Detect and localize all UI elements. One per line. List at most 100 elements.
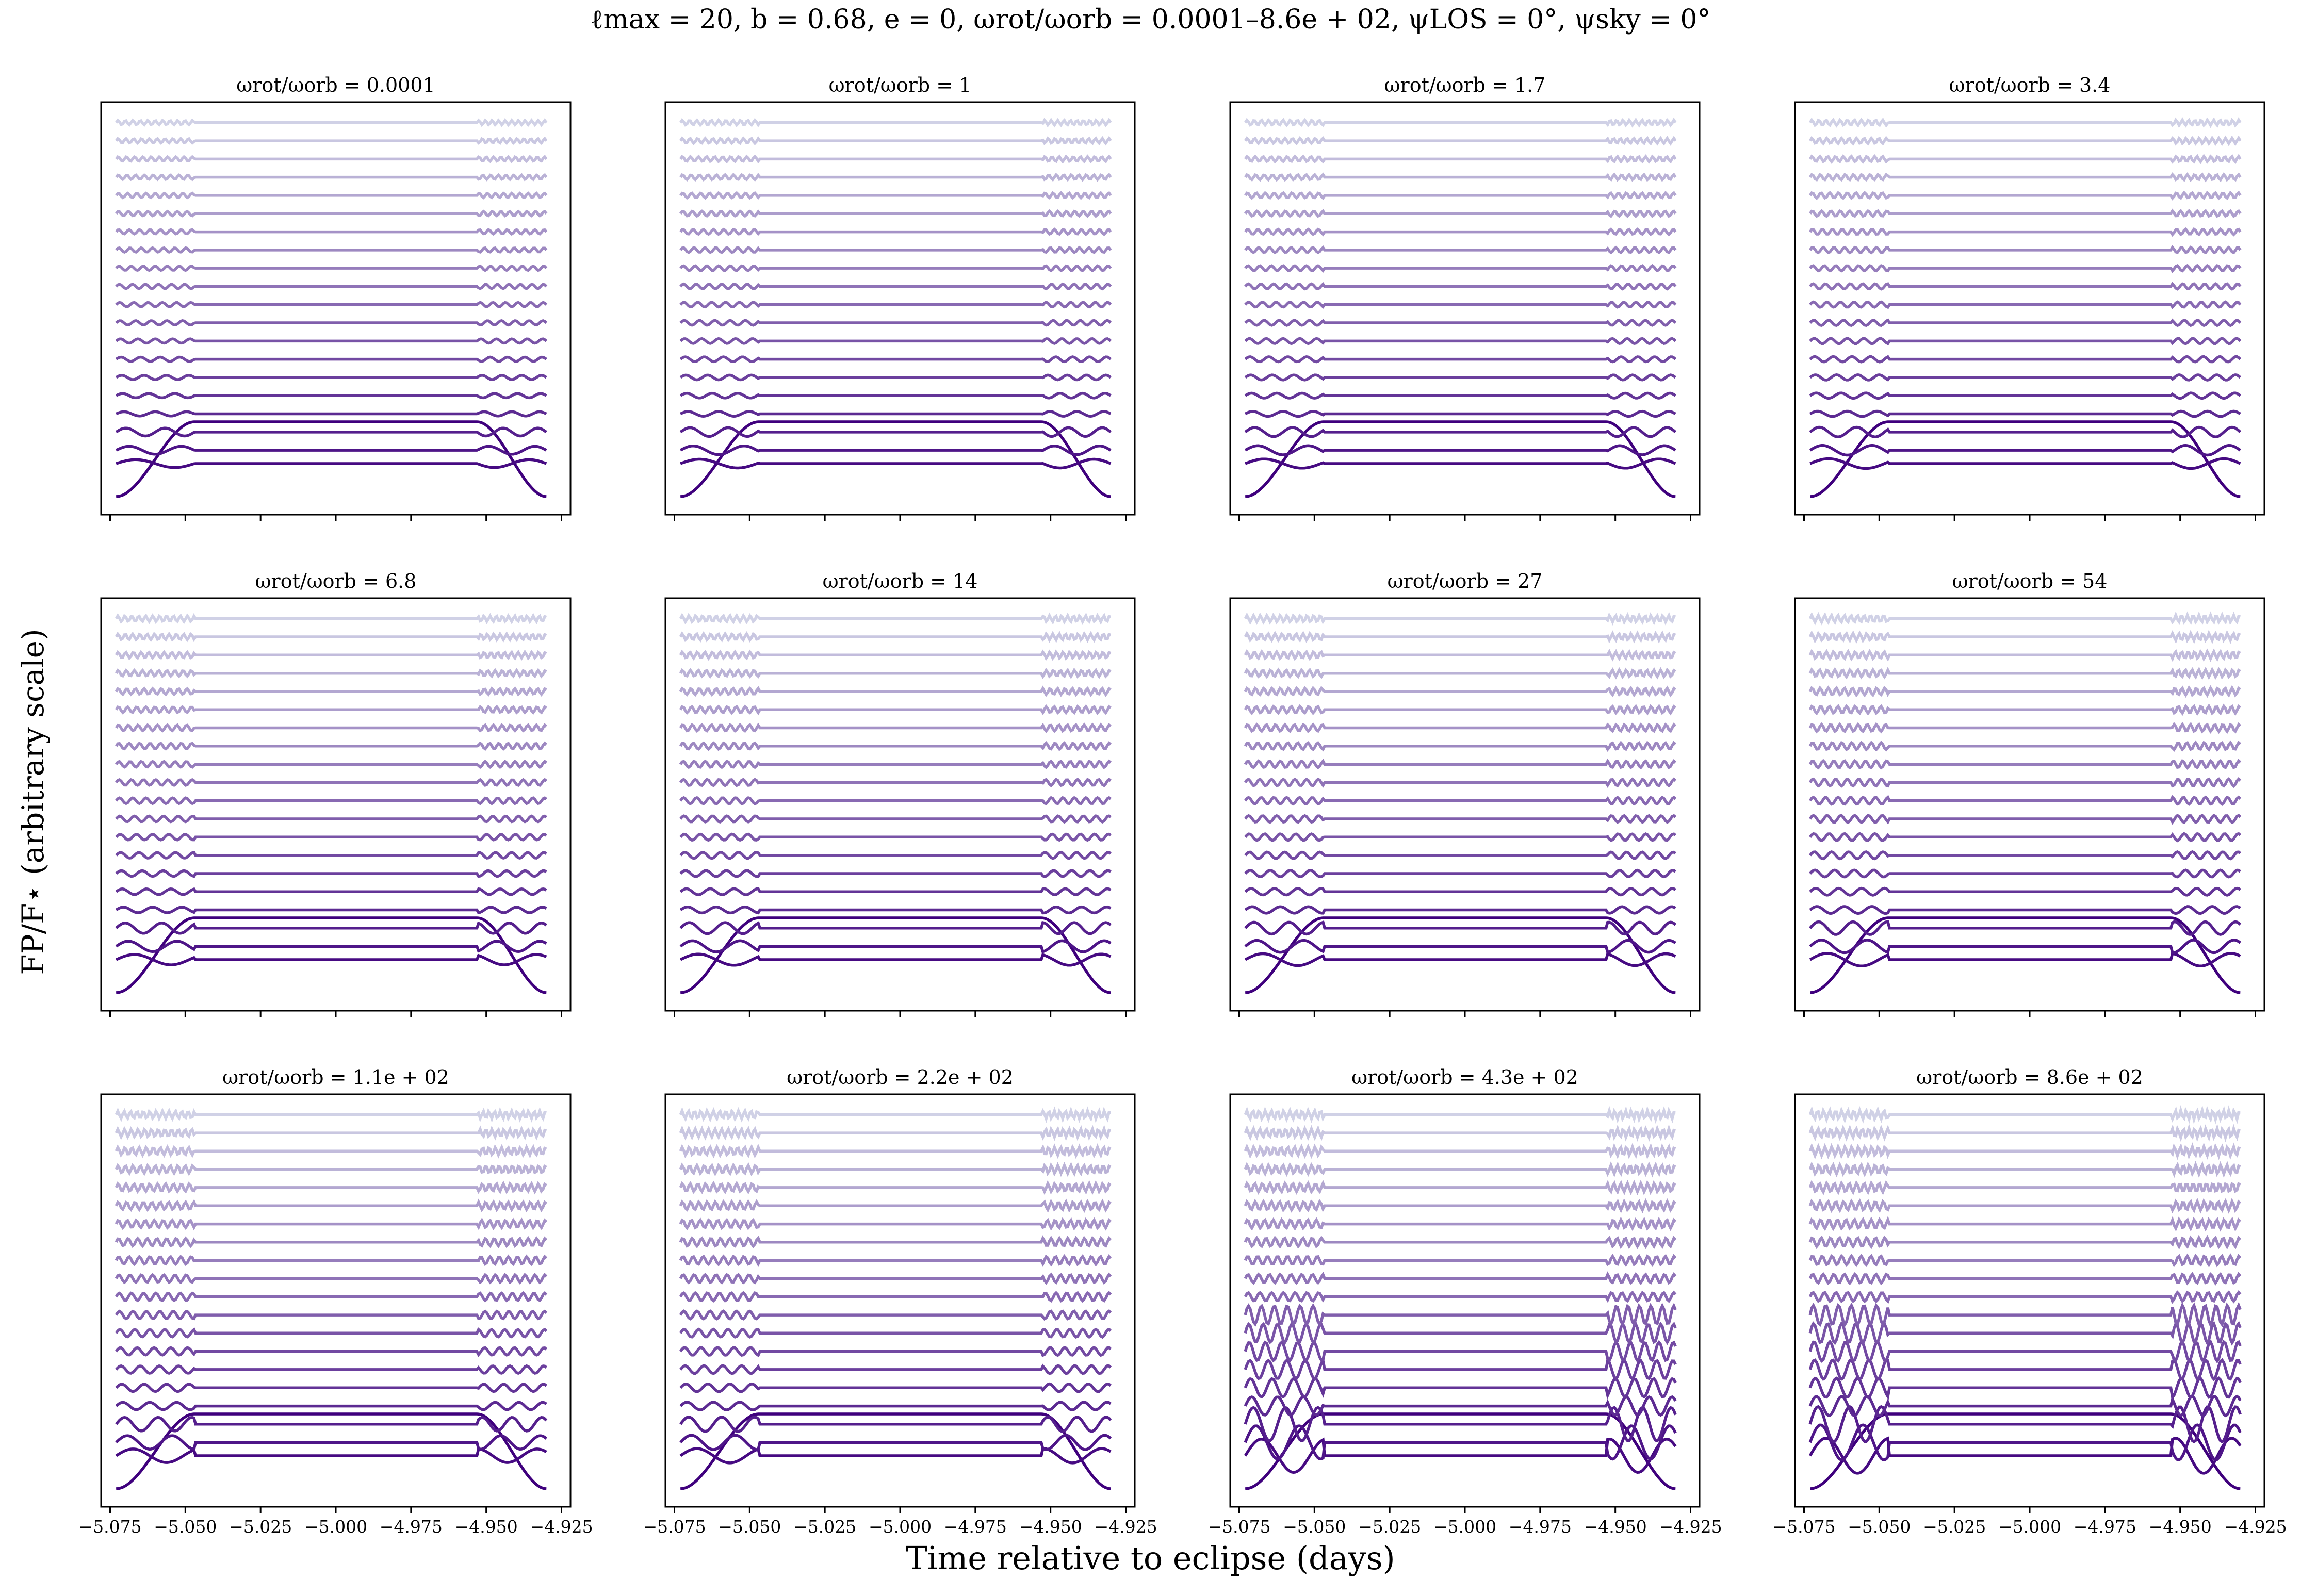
series-line-l16 [1808,1180,2241,1195]
series-line-l15 [1244,209,1677,219]
x-tick-label: −5.025 [1923,1517,1986,1537]
series-line-l13 [115,1236,548,1248]
series-line-l10 [679,1291,1112,1303]
panel-title: ωrot/ωorb = 8.6e + 02 [1916,1066,2143,1089]
series-line-l7 [1244,850,1676,860]
series-line-l17 [1244,172,1677,182]
series-line-l16 [1244,685,1676,698]
series-line-l5 [115,392,547,400]
series-line-l8 [1809,832,2242,843]
series-line-l12 [679,1254,1112,1268]
x-tick-label: −4.950 [1584,1517,1647,1537]
series-line-l18 [1808,1142,2241,1160]
series-line-l19 [115,136,548,145]
series-line-l7 [1809,850,2242,861]
series-line-l14 [115,723,547,733]
series-line-l20 [115,613,547,625]
series-line-l1 [116,953,547,966]
series-line-l12 [1808,759,2242,770]
series-line-l20 [1244,612,1676,626]
x-tick-label: −5.000 [304,1517,367,1537]
series-line-l6 [1808,1358,2242,1381]
series-line-l2 [679,939,1112,953]
x-tick-label: −5.075 [78,1517,141,1537]
axes-frame [100,101,572,516]
series-line-l12 [679,264,1112,273]
series-line-l12 [1809,264,2242,273]
series-line-l19 [1808,630,2241,644]
series-line-l4 [1244,1395,1677,1417]
series-line-l7 [679,355,1112,364]
series-line-l13 [1244,245,1677,255]
series-line-l11 [1244,282,1677,291]
series-line-l6 [1244,373,1676,382]
series-line-l4 [679,1401,1112,1411]
series-line-l9 [1244,814,1677,824]
series-line-l18 [679,649,1112,661]
series-line-l20 [1808,117,2242,128]
series-line-l6 [1244,868,1676,879]
series-line-l18 [679,1143,1112,1159]
axes-frame [1794,101,2265,516]
series-line-l20 [1244,1106,1676,1124]
axes-frame [664,597,1136,1012]
series-line-l8 [679,337,1112,345]
series-line-l10 [115,796,547,805]
series-line-l16 [679,191,1112,200]
series-line-l20 [115,118,548,127]
series-line-l15 [115,704,547,715]
series-line-l9 [1809,318,2242,327]
series-line-l18 [1244,154,1677,164]
series-line-l20 [115,1107,547,1123]
x-axis-label: Time relative to eclipse (days) [906,1539,1395,1577]
series-line-l17 [1244,667,1676,680]
panel-11: ωrot/ωorb = 4.3e + 02−5.075 −5.050 −5.025−… [1207,1066,1722,1537]
series-line-l12 [1244,1254,1677,1268]
series-line-l19 [1244,136,1677,146]
x-tick-label: −5.025 [229,1517,292,1537]
panel-title: ωrot/ωorb = 6.8 [255,570,417,593]
series-line-l19 [1244,1124,1676,1142]
series-line-l9 [679,814,1112,824]
axes-frame [1794,597,2265,1012]
series-line-l7 [115,851,547,860]
series-line-l18 [115,649,547,661]
series-line-l6 [115,374,547,381]
panel-title: ωrot/ωorb = 27 [1388,570,1543,593]
series-line-l7 [115,1346,548,1357]
series-line-l20 [679,118,1112,128]
panel-title: ωrot/ωorb = 1.1e + 02 [222,1066,449,1089]
panel-4: ωrot/ωorb = 3.4 [1794,74,2265,521]
series-line-l14 [1244,227,1677,237]
series-line-l2 [116,445,547,456]
figure-title: ℓmax = 20, b = 0.68, e = 0, ωrot/ωorb = … [590,4,1711,35]
series-line-l2 [679,1434,1112,1451]
series-line-l3 [679,426,1112,438]
series-line-l3 [1244,1406,1677,1443]
series-line-l15 [679,1198,1112,1213]
series-line-l12 [1244,264,1677,273]
series-line-l1 [1244,952,1676,967]
series-line-l13 [115,246,548,254]
axes-frame [100,597,572,1012]
series-line-l1 [1808,1436,2242,1475]
series-line-l20 [679,612,1112,626]
series-line-l9 [1244,319,1677,327]
series-line-l14 [679,722,1112,733]
series-line-l14 [1808,721,2242,734]
panel-title: ωrot/ωorb = 54 [1952,570,2108,593]
series-line-l18 [1808,154,2242,164]
series-line-l5 [679,887,1112,896]
panel-8: ωrot/ωorb = 54 [1794,570,2265,1017]
series-line-l17 [679,172,1112,182]
series-line-l2 [115,1434,548,1451]
series-line-l9 [1244,1303,1677,1327]
series-line-l17 [1808,1161,2241,1178]
series-line-l13 [1808,245,2242,255]
series-line-l1 [116,458,547,469]
series-line-l3 [1809,425,2242,438]
panel-title: ωrot/ωorb = 0.0001 [236,74,435,96]
x-tick-label: −4.925 [1094,1517,1157,1537]
x-tick-label: −4.975 [380,1517,443,1537]
series-line-l16 [679,1180,1112,1195]
